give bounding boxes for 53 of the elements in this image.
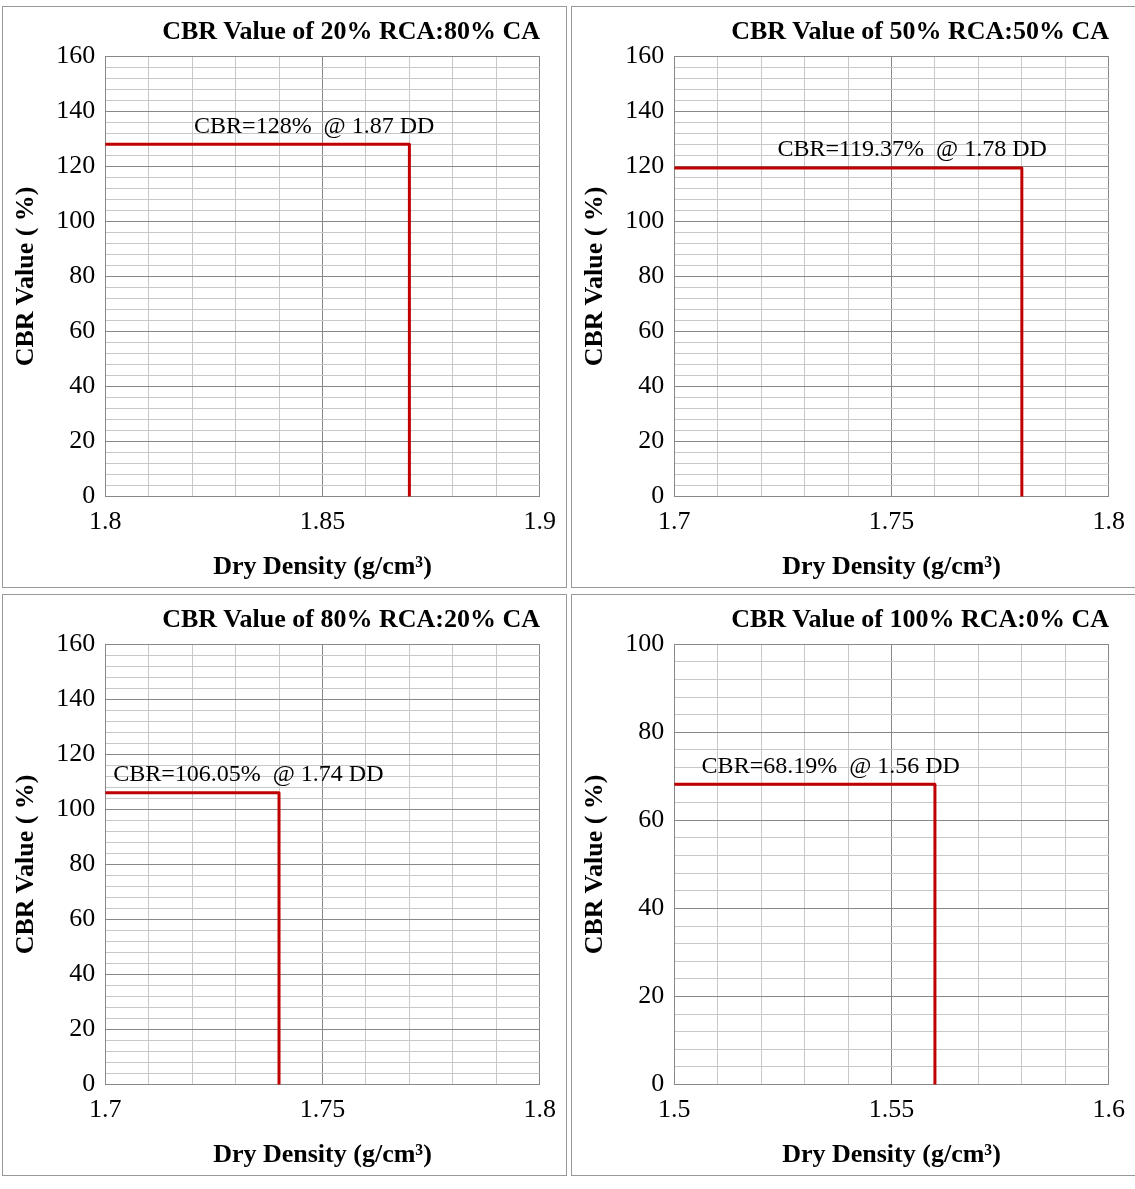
y-tick-label: 100 [625, 628, 665, 658]
y-tick-label: 80 [69, 848, 96, 878]
annotation: CBR=128% @ 1.87 DD [194, 111, 435, 138]
y-tick-label: 40 [69, 958, 96, 988]
y-tick-label: 80 [638, 716, 665, 746]
y-tick-label: 160 [625, 40, 665, 70]
chart-title: CBR Value of 80% RCA:20% CA [162, 604, 541, 634]
y-tick-label: 120 [56, 738, 96, 768]
y-tick-label: 20 [69, 425, 96, 455]
x-tick-label: 1.55 [868, 1094, 915, 1124]
y-tick-label: 100 [56, 205, 96, 235]
x-tick-label: 1.8 [523, 1094, 556, 1124]
y-axis-title: CBR Value ( %) [10, 186, 40, 367]
chart-title: CBR Value of 100% RCA:0% CA [731, 604, 1110, 634]
x-tick-label: 1.75 [868, 506, 915, 536]
y-tick-label: 100 [625, 205, 665, 235]
annotation: CBR=119.37% @ 1.78 DD [777, 135, 1047, 162]
y-tick-label: 160 [56, 628, 96, 658]
annotation: CBR=106.05% @ 1.74 DD [113, 759, 384, 786]
y-tick-label: 120 [625, 150, 665, 180]
y-tick-label: 140 [56, 683, 96, 713]
y-tick-label: 40 [638, 370, 665, 400]
x-axis-title: Dry Density (g/cm³) [213, 1139, 432, 1169]
y-tick-label: 100 [56, 793, 96, 823]
y-tick-label: 140 [625, 95, 665, 125]
y-tick-label: 80 [638, 260, 665, 290]
y-tick-label: 40 [69, 370, 96, 400]
y-tick-label: 20 [69, 1013, 96, 1043]
x-axis-title: Dry Density (g/cm³) [782, 551, 1001, 581]
y-tick-label: 160 [56, 40, 96, 70]
y-tick-label: 20 [638, 980, 665, 1010]
x-tick-label: 1.85 [299, 506, 346, 536]
x-tick-label: 1.9 [523, 506, 556, 536]
y-tick-label: 40 [638, 892, 665, 922]
y-axis-title: CBR Value ( %) [579, 774, 609, 955]
y-tick-label: 60 [69, 903, 96, 933]
annotation: CBR=68.19% @ 1.56 DD [701, 751, 960, 778]
y-tick-label: 60 [69, 315, 96, 345]
y-tick-label: 60 [638, 315, 665, 345]
chart-title: CBR Value of 50% RCA:50% CA [731, 16, 1110, 46]
y-axis-title: CBR Value ( %) [10, 774, 40, 955]
chart-title: CBR Value of 20% RCA:80% CA [162, 16, 541, 46]
x-tick-label: 1.75 [299, 1094, 346, 1124]
y-tick-label: 140 [56, 95, 96, 125]
x-tick-label: 1.8 [1092, 506, 1125, 536]
x-tick-label: 1.6 [1092, 1094, 1125, 1124]
y-axis-title: CBR Value ( %) [579, 186, 609, 367]
y-tick-label: 20 [638, 425, 665, 455]
y-tick-label: 60 [638, 804, 665, 834]
x-axis-title: Dry Density (g/cm³) [213, 551, 432, 581]
y-tick-label: 80 [69, 260, 96, 290]
y-tick-label: 120 [56, 150, 96, 180]
x-axis-title: Dry Density (g/cm³) [782, 1139, 1001, 1169]
